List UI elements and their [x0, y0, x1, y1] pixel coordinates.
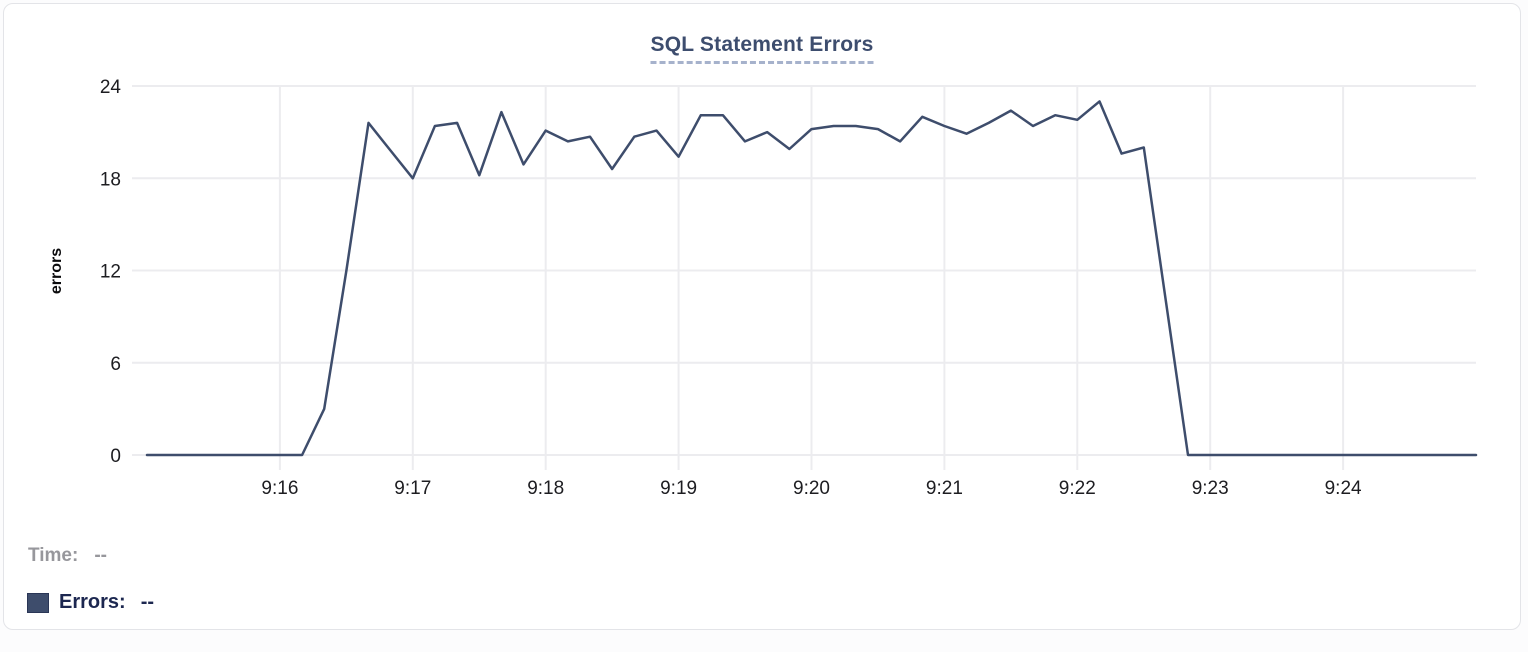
- y-tick-label: 24: [100, 77, 122, 98]
- errors-line-chart[interactable]: 0 6 12 18 24 9:16 9:17 9:18 9:19 9:20 9:21 9:22 9:23…: [4, 4, 1528, 516]
- y-tick-label: 12: [100, 262, 121, 283]
- errors-readout-value: --: [140, 591, 155, 613]
- x-tick-label: 9:20: [793, 478, 830, 499]
- chart-card: SQL Statement Errors errors 0 6 12 18 24 9:16…: [3, 3, 1521, 630]
- x-tick-label: 9:21: [926, 478, 963, 499]
- y-tick-label: 0: [110, 446, 121, 467]
- time-readout: Time: --: [28, 545, 107, 567]
- errors-readout-label: Errors:: [59, 591, 126, 613]
- chart-title-link[interactable]: SQL Statement Errors: [650, 33, 874, 64]
- x-tick-label: 9:16: [261, 478, 298, 499]
- errors-series-swatch: [27, 592, 49, 613]
- time-readout-label: Time:: [28, 545, 79, 566]
- time-readout-value: --: [94, 545, 107, 566]
- x-tick-label: 9:22: [1059, 478, 1096, 499]
- x-tick-label: 9:17: [394, 478, 431, 499]
- y-tick-label: 6: [110, 354, 121, 375]
- x-tick-label: 9:19: [660, 478, 697, 499]
- y-tick-label: 18: [100, 169, 121, 190]
- x-tick-label: 9:24: [1325, 478, 1362, 499]
- errors-readout: Errors: --: [27, 591, 154, 614]
- x-tick-label: 9:18: [527, 478, 564, 499]
- x-tick-label: 9:23: [1192, 478, 1229, 499]
- errors-series-line: [145, 100, 1478, 457]
